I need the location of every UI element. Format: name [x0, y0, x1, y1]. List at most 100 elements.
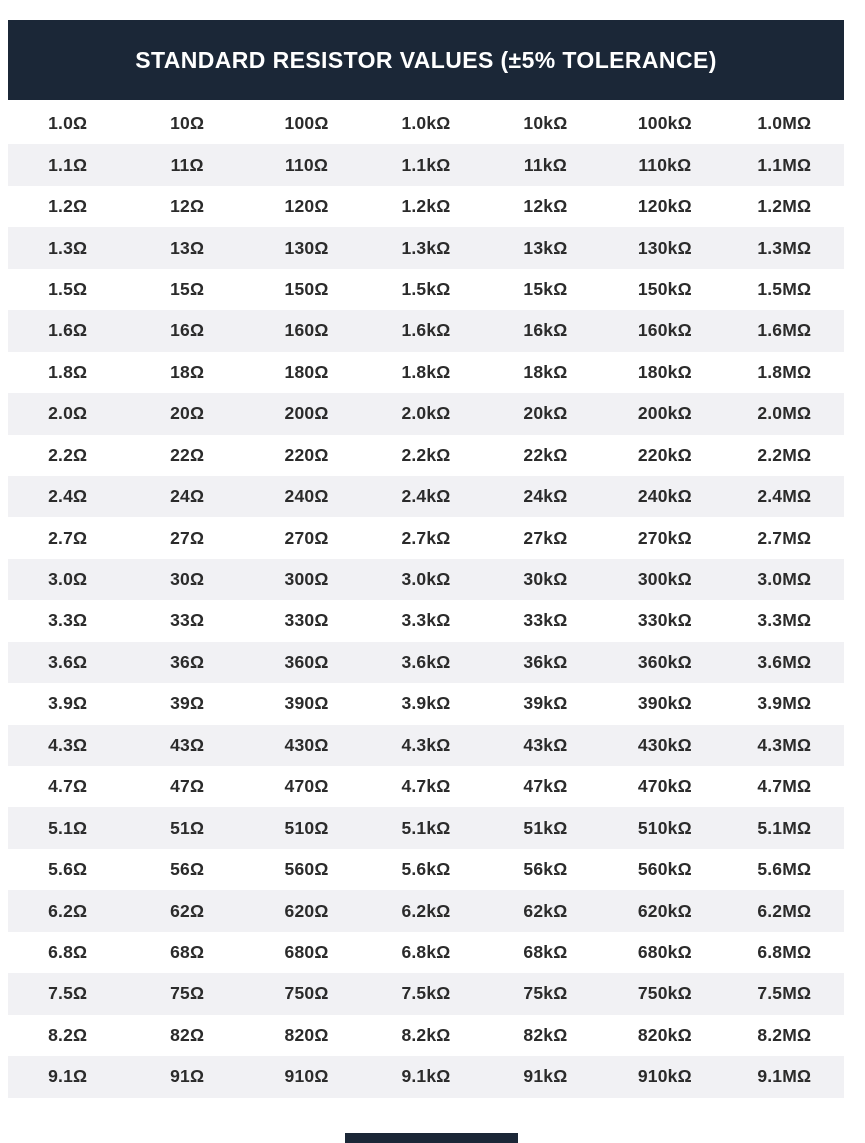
- resistor-value-cell: 1.5Ω: [48, 278, 88, 299]
- resistor-value-cell: 2.4Ω: [48, 486, 88, 507]
- resistor-value-cell: 330kΩ: [637, 610, 692, 631]
- resistor-value-cell: 39kΩ: [523, 693, 568, 714]
- resistor-value-cell: 4.7MΩ: [757, 776, 812, 797]
- resistor-value-cell: 4.3Ω: [48, 734, 88, 755]
- table-row: 3.9Ω 39Ω 390Ω 3.9kΩ 39kΩ 390kΩ 3.9MΩ: [8, 683, 844, 724]
- resistor-value-cell: 36kΩ: [523, 651, 568, 672]
- resistor-value-cell: 330Ω: [284, 610, 329, 631]
- resistor-value-cell: 680kΩ: [637, 941, 692, 962]
- resistor-value-cell: 110Ω: [285, 154, 329, 175]
- resistor-value-cell: 5.1MΩ: [757, 817, 812, 838]
- resistor-value-cell: 1.3kΩ: [401, 237, 451, 258]
- resistor-value-cell: 6.2Ω: [48, 900, 88, 921]
- resistor-value-cell: 12Ω: [170, 196, 205, 217]
- resistor-value-cell: 270kΩ: [637, 527, 692, 548]
- resistor-value-cell: 5.6Ω: [48, 859, 88, 880]
- resistor-value-cell: 5.6kΩ: [401, 859, 451, 880]
- resistor-value-cell: 1.2Ω: [48, 196, 88, 217]
- page-title: STANDARD RESISTOR VALUES (±5% TOLERANCE): [135, 46, 717, 73]
- resistor-value-cell: 56Ω: [170, 859, 205, 880]
- resistor-value-cell: 1.8MΩ: [757, 361, 812, 382]
- resistor-value-cell: 390kΩ: [637, 693, 692, 714]
- resistor-value-cell: 1.3Ω: [48, 237, 88, 258]
- resistor-value-cell: 180kΩ: [637, 361, 692, 382]
- resistor-values-table: 1.0Ω 10Ω 100Ω 1.0kΩ 10kΩ 100kΩ 1.0MΩ 1.1Ω 11Ω 110…: [8, 103, 844, 1098]
- resistor-value-cell: 7.5Ω: [48, 983, 88, 1004]
- resistor-value-cell: 150kΩ: [637, 278, 692, 299]
- resistor-value-cell: 24Ω: [170, 486, 205, 507]
- resistor-value-cell: 9.1kΩ: [401, 1066, 451, 1087]
- resistor-value-cell: 3.6kΩ: [401, 651, 451, 672]
- resistor-value-cell: 20Ω: [170, 403, 205, 424]
- table-row: 3.6Ω 36Ω 360Ω 3.6kΩ 36kΩ 360kΩ 3.6MΩ: [8, 641, 844, 684]
- resistor-value-cell: 200Ω: [284, 403, 329, 424]
- resistor-value-cell: 47Ω: [170, 776, 205, 797]
- resistor-value-cell: 910kΩ: [637, 1066, 692, 1087]
- table-row: 5.1Ω 51Ω 510Ω 5.1kΩ 51kΩ 510kΩ 5.1MΩ: [8, 807, 844, 849]
- resistor-value-cell: 1.5kΩ: [401, 278, 451, 299]
- resistor-value-cell: 3.6Ω: [48, 651, 88, 672]
- resistor-value-cell: 75Ω: [170, 983, 205, 1004]
- resistor-value-cell: 2.0MΩ: [757, 403, 812, 424]
- resistor-value-cell: 360Ω: [284, 651, 329, 672]
- table-title-bar: STANDARD RESISTOR VALUES (±5% TOLERANCE): [8, 20, 844, 100]
- resistor-value-cell: 3.3MΩ: [757, 610, 812, 631]
- resistor-value-cell: 3.3Ω: [48, 610, 88, 631]
- table-row: 3.3Ω 33Ω 330Ω 3.3kΩ 33kΩ 330kΩ 3.3MΩ: [8, 600, 844, 641]
- resistor-value-cell: 470Ω: [284, 776, 329, 797]
- resistor-value-cell: 2.7MΩ: [757, 527, 812, 548]
- resistor-value-cell: 2.2Ω: [48, 444, 88, 465]
- table-row: 1.6Ω 16Ω 160Ω 1.6kΩ 16kΩ 160kΩ 1.6MΩ: [8, 310, 844, 352]
- resistor-value-cell: 3.9MΩ: [757, 693, 812, 714]
- resistor-value-cell: 270Ω: [284, 527, 329, 548]
- resistor-value-cell: 100Ω: [284, 113, 329, 134]
- resistor-value-cell: 24kΩ: [523, 486, 568, 507]
- resistor-value-cell: 100kΩ: [637, 113, 692, 134]
- resistor-value-cell: 3.3kΩ: [401, 610, 451, 631]
- table-row: 7.5Ω 75Ω 750Ω 7.5kΩ 75kΩ 750kΩ 7.5MΩ: [8, 973, 844, 1015]
- resistor-value-cell: 43Ω: [170, 734, 205, 755]
- resistor-value-cell: 300Ω: [284, 569, 329, 590]
- resistor-value-cell: 1.6MΩ: [757, 320, 812, 341]
- resistor-value-cell: 3.6MΩ: [757, 651, 812, 672]
- resistor-value-cell: 22kΩ: [523, 444, 568, 465]
- resistor-value-cell: 9.1Ω: [48, 1066, 88, 1087]
- resistor-value-cell: 36Ω: [170, 651, 205, 672]
- table-row: 9.1Ω 91Ω 910Ω 9.1kΩ 91kΩ 910kΩ 9.1MΩ: [8, 1056, 844, 1098]
- resistor-value-cell: 18Ω: [170, 361, 205, 382]
- table-row: 2.2Ω 22Ω 220Ω 2.2kΩ 22kΩ 220kΩ 2.2MΩ: [8, 435, 844, 476]
- resistor-value-cell: 15Ω: [170, 278, 205, 299]
- resistor-value-cell: 1.1Ω: [48, 154, 88, 175]
- resistor-value-cell: 5.6MΩ: [757, 859, 812, 880]
- resistor-value-cell: 6.8MΩ: [757, 941, 812, 962]
- resistor-value-cell: 27Ω: [170, 527, 205, 548]
- resistor-value-cell: 180Ω: [284, 361, 329, 382]
- resistor-value-cell: 62Ω: [170, 900, 205, 921]
- table-row: 1.3Ω 13Ω 130Ω 1.3kΩ 13kΩ 130kΩ 1.3MΩ: [8, 227, 844, 269]
- resistor-value-cell: 1.1MΩ: [757, 154, 812, 175]
- resistor-value-cell: 750kΩ: [637, 983, 692, 1004]
- resistor-value-cell: 22Ω: [170, 444, 205, 465]
- resistor-value-cell: 8.2kΩ: [401, 1024, 451, 1045]
- resistor-value-cell: 430Ω: [284, 734, 329, 755]
- resistor-value-cell: 160Ω: [284, 320, 329, 341]
- resistor-value-cell: 82Ω: [170, 1024, 205, 1045]
- table-row: 1.2Ω 12Ω 120Ω 1.2kΩ 12kΩ 120kΩ 1.2MΩ: [8, 186, 844, 227]
- resistor-value-cell: 1.2kΩ: [401, 196, 451, 217]
- resistor-value-cell: 1.8kΩ: [401, 361, 451, 382]
- resistor-value-cell: 30Ω: [170, 569, 205, 590]
- resistor-value-cell: 10kΩ: [523, 113, 568, 134]
- resistor-value-cell: 160kΩ: [637, 320, 692, 341]
- resistor-value-cell: 51Ω: [170, 817, 205, 838]
- table-row: 1.8Ω 18Ω 180Ω 1.8kΩ 18kΩ 180kΩ 1.8MΩ: [8, 352, 844, 393]
- resistor-value-cell: 10Ω: [170, 113, 205, 134]
- resistor-value-cell: 91kΩ: [523, 1066, 568, 1087]
- resistor-value-cell: 120kΩ: [637, 196, 692, 217]
- resistor-value-cell: 5.1kΩ: [401, 817, 451, 838]
- resistor-value-cell: 68Ω: [170, 941, 205, 962]
- resistor-value-cell: 150Ω: [284, 278, 329, 299]
- resistor-value-cell: 2.2MΩ: [757, 444, 812, 465]
- resistor-value-cell: 2.0kΩ: [401, 403, 451, 424]
- resistor-value-cell: 3.0Ω: [48, 569, 88, 590]
- table-row: 6.8Ω 68Ω 680Ω 6.8kΩ 68kΩ 680kΩ 6.8MΩ: [8, 932, 844, 973]
